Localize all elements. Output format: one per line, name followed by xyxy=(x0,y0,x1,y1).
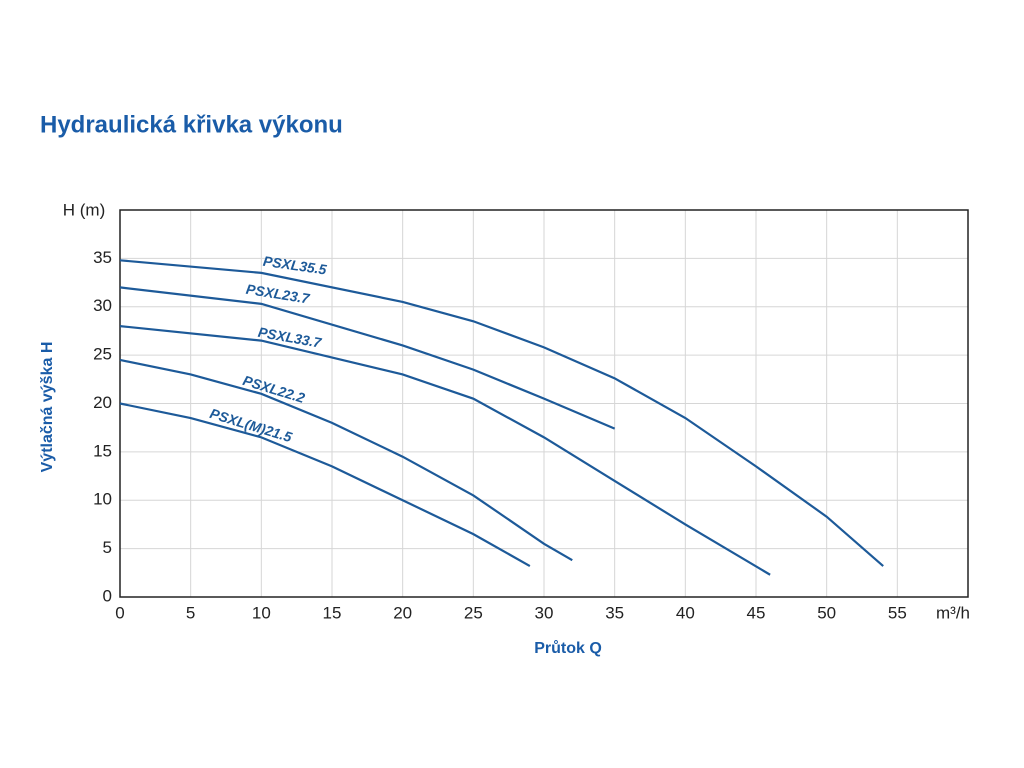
x-unit: m³/h xyxy=(936,603,970,622)
curve-label: PSXL22.2 xyxy=(241,372,307,406)
x-axis-label: Průtok Q xyxy=(534,640,602,657)
curve-label: PSXL35.5 xyxy=(262,253,328,278)
y-unit: H (m) xyxy=(63,200,105,219)
y-tick-label: 5 xyxy=(103,538,112,557)
x-tick-label: 20 xyxy=(393,603,412,622)
x-tick-label: 15 xyxy=(323,603,342,622)
y-tick-label: 15 xyxy=(93,441,112,460)
curve xyxy=(119,259,884,567)
x-tick-label: 35 xyxy=(605,603,624,622)
curve xyxy=(119,358,573,562)
x-tick-label: 5 xyxy=(186,603,195,622)
y-tick-label: 25 xyxy=(93,345,112,364)
curve xyxy=(119,402,531,567)
y-tick-label: 0 xyxy=(103,586,112,605)
x-tick-label: 10 xyxy=(252,603,271,622)
y-axis-label: Výtlačná výška H xyxy=(39,342,56,473)
curve xyxy=(119,325,771,576)
x-tick-label: 0 xyxy=(115,603,124,622)
y-tick-label: 20 xyxy=(93,393,112,412)
x-tick-label: 50 xyxy=(817,603,836,622)
x-tick-label: 55 xyxy=(888,603,907,622)
x-tick-label: 45 xyxy=(747,603,766,622)
x-tick-label: 30 xyxy=(535,603,554,622)
y-tick-label: 10 xyxy=(93,490,112,509)
x-tick-label: 25 xyxy=(464,603,483,622)
y-tick-label: 30 xyxy=(93,296,112,315)
y-tick-label: 35 xyxy=(93,248,112,267)
curve xyxy=(119,286,616,430)
x-tick-label: 40 xyxy=(676,603,695,622)
chart-title: Hydraulická křivka výkonu xyxy=(40,111,343,138)
